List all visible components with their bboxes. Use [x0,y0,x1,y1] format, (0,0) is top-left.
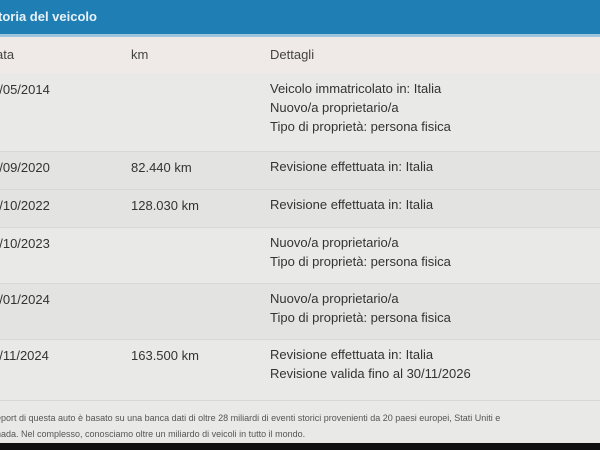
panel-header: toria del veicolo [0,0,600,34]
row-km: 163.500 km [131,348,199,363]
row-km: 82.440 km [131,160,192,175]
footer-note-line1: eport di questa auto è basato su una ban… [0,413,501,423]
detail-line: Revisione effettuata in: Italia [270,197,434,212]
detail-line: Revisione effettuata in: Italia [270,347,434,362]
table-row: 1/01/2024 Nuovo/a proprietario/a Tipo di p… [0,284,600,340]
detail-line: Revisione effettuata in: Italia [270,159,434,174]
row-details: Nuovo/a proprietario/a Tipo di proprietà:… [270,233,451,271]
detail-line: Nuovo/a proprietario/a [270,291,399,306]
row-km: 128.030 km [131,198,199,213]
detail-line: Nuovo/a proprietario/a [270,235,399,250]
row-date: 3/10/2023 [0,236,50,251]
row-date: 2/05/2014 [0,82,50,97]
table-row: 1/09/2020 82.440 km Revisione effettuata i… [0,152,600,190]
detail-line: Revisione valida fino al 30/11/2026 [270,366,471,381]
detail-line: Nuovo/a proprietario/a [270,100,399,115]
row-details: Revisione effettuata in: Italia [270,195,433,214]
table-header: ata km Dettagli [0,37,600,73]
column-details: Dettagli [270,47,315,62]
table-row: 3/10/2023 Nuovo/a proprietario/a Tipo di p… [0,228,600,284]
row-date: 1/01/2024 [0,292,50,307]
table-row: 2/05/2014 Veicolo immatricolato in: Itali… [0,73,600,152]
table-row: 7/11/2024 163.500 km Revisione effettuata … [0,340,600,401]
column-date: ata [0,47,15,62]
detail-line: Tipo di proprietà: persona fisica [270,254,451,269]
row-details: Nuovo/a proprietario/a Tipo di proprietà:… [270,289,451,327]
row-date: 7/10/2022 [0,198,50,213]
row-details: Revisione effettuata in: Italia [270,157,433,176]
table-row: 7/10/2022 128.030 km Revisione effettuata … [0,190,600,228]
row-date: 7/11/2024 [0,348,49,363]
row-details: Revisione effettuata in: Italia Revisione… [270,345,471,383]
divider [0,34,600,37]
detail-line: Tipo di proprietà: persona fisica [270,119,451,134]
panel-title: toria del veicolo [0,9,97,24]
detail-line: Tipo di proprietà: persona fisica [270,310,451,325]
row-date: 1/09/2020 [0,160,50,175]
footer-note-line2: nada. Nel complesso, conosciamo oltre un… [0,429,306,439]
row-details: Veicolo immatricolato in: Italia Nuovo/a … [270,79,451,136]
screen-bezel [0,443,600,450]
column-km: km [131,47,149,62]
detail-line: Veicolo immatricolato in: Italia [270,81,442,96]
